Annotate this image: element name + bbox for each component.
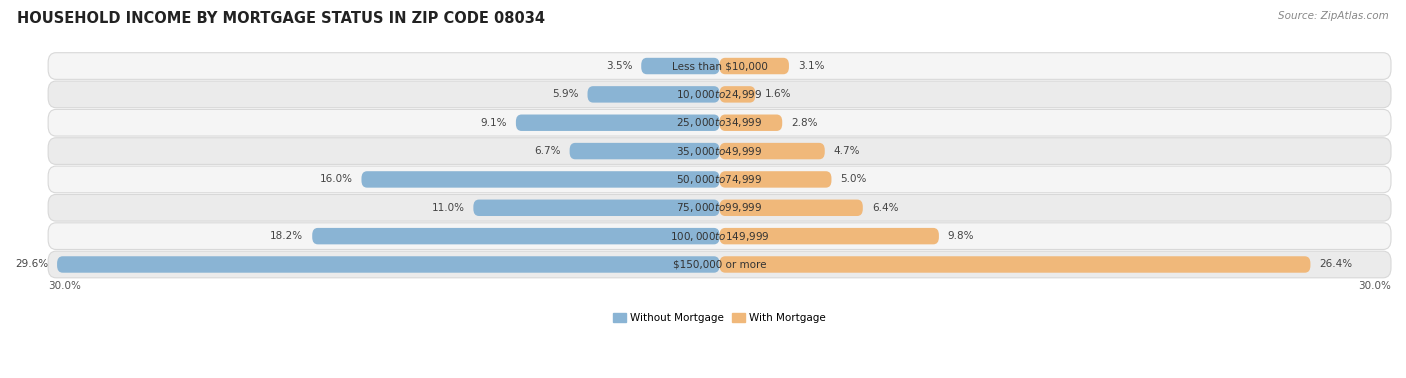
FancyBboxPatch shape: [48, 109, 1391, 136]
Text: 16.0%: 16.0%: [319, 174, 353, 184]
FancyBboxPatch shape: [720, 200, 863, 216]
FancyBboxPatch shape: [48, 138, 1391, 164]
Text: $25,000 to $34,999: $25,000 to $34,999: [676, 116, 762, 129]
Text: 3.1%: 3.1%: [797, 61, 824, 71]
FancyBboxPatch shape: [48, 194, 1391, 221]
FancyBboxPatch shape: [720, 115, 782, 131]
FancyBboxPatch shape: [48, 223, 1391, 249]
FancyBboxPatch shape: [48, 81, 1391, 108]
Text: $75,000 to $99,999: $75,000 to $99,999: [676, 201, 762, 214]
FancyBboxPatch shape: [58, 256, 720, 273]
FancyBboxPatch shape: [48, 166, 1391, 193]
FancyBboxPatch shape: [588, 86, 720, 102]
Text: $35,000 to $49,999: $35,000 to $49,999: [676, 144, 762, 158]
Text: $10,000 to $24,999: $10,000 to $24,999: [676, 88, 762, 101]
Text: 9.8%: 9.8%: [948, 231, 974, 241]
Text: 29.6%: 29.6%: [15, 259, 48, 270]
FancyBboxPatch shape: [48, 53, 1391, 79]
FancyBboxPatch shape: [516, 115, 720, 131]
FancyBboxPatch shape: [641, 58, 720, 74]
FancyBboxPatch shape: [720, 143, 825, 159]
Text: 30.0%: 30.0%: [1358, 281, 1391, 291]
FancyBboxPatch shape: [720, 256, 1310, 273]
Text: 30.0%: 30.0%: [48, 281, 82, 291]
Text: $100,000 to $149,999: $100,000 to $149,999: [669, 229, 769, 243]
FancyBboxPatch shape: [720, 58, 789, 74]
Text: 6.7%: 6.7%: [534, 146, 561, 156]
Text: 26.4%: 26.4%: [1319, 259, 1353, 270]
Text: HOUSEHOLD INCOME BY MORTGAGE STATUS IN ZIP CODE 08034: HOUSEHOLD INCOME BY MORTGAGE STATUS IN Z…: [17, 11, 546, 26]
Text: $50,000 to $74,999: $50,000 to $74,999: [676, 173, 762, 186]
Text: Source: ZipAtlas.com: Source: ZipAtlas.com: [1278, 11, 1389, 21]
FancyBboxPatch shape: [474, 200, 720, 216]
Text: 11.0%: 11.0%: [432, 203, 464, 213]
Text: 2.8%: 2.8%: [792, 118, 818, 128]
FancyBboxPatch shape: [48, 251, 1391, 278]
Text: 4.7%: 4.7%: [834, 146, 860, 156]
Text: 6.4%: 6.4%: [872, 203, 898, 213]
Text: 5.0%: 5.0%: [841, 174, 866, 184]
Text: 18.2%: 18.2%: [270, 231, 304, 241]
FancyBboxPatch shape: [720, 228, 939, 244]
FancyBboxPatch shape: [312, 228, 720, 244]
Text: 3.5%: 3.5%: [606, 61, 633, 71]
FancyBboxPatch shape: [361, 171, 720, 187]
FancyBboxPatch shape: [720, 171, 831, 187]
FancyBboxPatch shape: [720, 86, 755, 102]
Text: 9.1%: 9.1%: [481, 118, 508, 128]
Text: 5.9%: 5.9%: [553, 89, 578, 99]
Text: Less than $10,000: Less than $10,000: [672, 61, 768, 71]
Text: 1.6%: 1.6%: [765, 89, 790, 99]
Legend: Without Mortgage, With Mortgage: Without Mortgage, With Mortgage: [609, 309, 830, 327]
Text: $150,000 or more: $150,000 or more: [673, 259, 766, 270]
FancyBboxPatch shape: [569, 143, 720, 159]
